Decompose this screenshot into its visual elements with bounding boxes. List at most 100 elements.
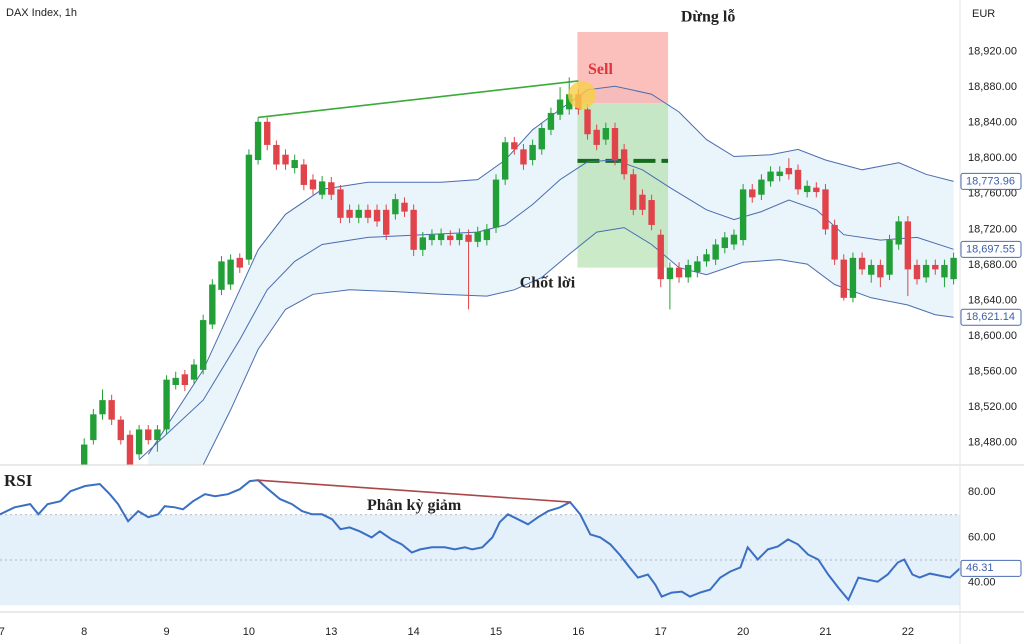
candle-body: [401, 202, 408, 212]
candle-body: [584, 109, 591, 135]
candle-body: [337, 189, 344, 218]
rsi-panel: [0, 479, 960, 606]
candle-body: [822, 189, 829, 230]
candle-body: [932, 264, 939, 270]
candle-body: [776, 171, 783, 177]
candle-body: [181, 374, 189, 385]
stop-label: Dừng lỗ: [681, 9, 736, 26]
candle-body: [675, 267, 683, 278]
candle-body: [739, 189, 747, 241]
candle-body: [428, 234, 436, 241]
band-fill-mask: [203, 227, 954, 465]
candle-body: [758, 179, 765, 195]
signal-marker: [568, 81, 597, 110]
price-tag: [960, 172, 1022, 190]
candle-body: [950, 257, 957, 280]
candle-body: [437, 233, 445, 241]
candle-body: [410, 209, 417, 250]
candle-body: [108, 400, 115, 420]
candle-body: [941, 264, 948, 278]
price-tag-label: 18,697.55: [966, 243, 1015, 255]
y-tick-label: 18,640.00: [968, 294, 1017, 306]
candle-body: [831, 224, 838, 260]
candle-body: [145, 429, 152, 441]
price-panel: [80, 32, 957, 465]
candle-body: [657, 234, 664, 280]
candle-body: [126, 434, 134, 465]
candle-body: [364, 209, 372, 218]
price-tag: [960, 559, 1022, 577]
y-tick-label: 18,560.00: [968, 366, 1017, 378]
y-tick-label: 18,760.00: [968, 188, 1017, 200]
y-tick-label: 18,720.00: [968, 223, 1017, 235]
candle-body: [318, 181, 326, 195]
band-line: [202, 227, 954, 465]
price-tag-label: 18,773.96: [966, 175, 1015, 187]
candle-body: [282, 154, 289, 165]
candle-body: [840, 259, 847, 298]
candle-body: [254, 121, 262, 161]
candle-body: [227, 259, 234, 285]
candle-body: [309, 179, 317, 190]
y-tick-label: 18,880.00: [968, 81, 1017, 93]
candle-body: [813, 187, 820, 193]
candle-body: [877, 264, 884, 278]
candle-body: [785, 168, 793, 175]
candle-body: [419, 237, 427, 250]
candle-body: [456, 233, 463, 241]
y-tick-label: 60.00: [968, 531, 996, 543]
price-tag: [960, 240, 1022, 258]
signal-label: Sell: [588, 61, 613, 78]
candle-body: [501, 142, 509, 180]
candle-body: [566, 94, 573, 110]
candle-body: [474, 232, 481, 242]
candle-body: [465, 234, 472, 242]
candle-body: [721, 237, 729, 249]
candle-body: [556, 99, 564, 115]
candle-body: [858, 257, 866, 270]
candle-body: [209, 284, 216, 325]
candle-body: [639, 194, 646, 210]
candle-body: [373, 209, 381, 222]
candle-body: [236, 257, 243, 268]
y-tick-label: 80.00: [968, 486, 996, 498]
candle-body: [117, 419, 125, 441]
candle-body: [99, 400, 106, 415]
candle-body: [803, 185, 811, 193]
candle-body: [886, 240, 893, 275]
price-tag-label: 46.31: [966, 562, 994, 574]
candle-body: [630, 174, 637, 210]
candle-body: [328, 182, 335, 195]
candle-body: [895, 221, 902, 245]
candle-body: [511, 142, 518, 150]
candle-body: [684, 264, 692, 278]
x-tick-label: 16: [572, 626, 584, 638]
candle-body: [392, 199, 399, 215]
candle-body: [547, 112, 555, 130]
candle-body: [218, 261, 225, 290]
candle-body: [730, 234, 738, 245]
trendline-label: Phân kỳ giảm: [367, 497, 462, 514]
candle-body: [483, 229, 491, 241]
candle-body: [694, 261, 701, 273]
candle-body: [447, 235, 454, 241]
candle-body: [602, 128, 610, 140]
x-tick-label: 15: [490, 626, 502, 638]
candle-body: [703, 254, 710, 262]
y-tick-label: 18,920.00: [968, 45, 1017, 57]
candle-body: [90, 414, 97, 441]
y-tick-label: 18,520.00: [968, 401, 1017, 413]
candle-body: [346, 209, 353, 218]
x-tick-label: 21: [819, 626, 831, 638]
candle-body: [648, 200, 655, 225]
band-line: [138, 159, 954, 461]
chart-title: DAX Index, 1h: [6, 7, 77, 19]
x-tick-label: 8: [81, 626, 87, 638]
candle-body: [620, 149, 628, 175]
candle-body: [199, 320, 207, 370]
candle-body: [291, 160, 298, 169]
candle-body: [611, 128, 619, 161]
